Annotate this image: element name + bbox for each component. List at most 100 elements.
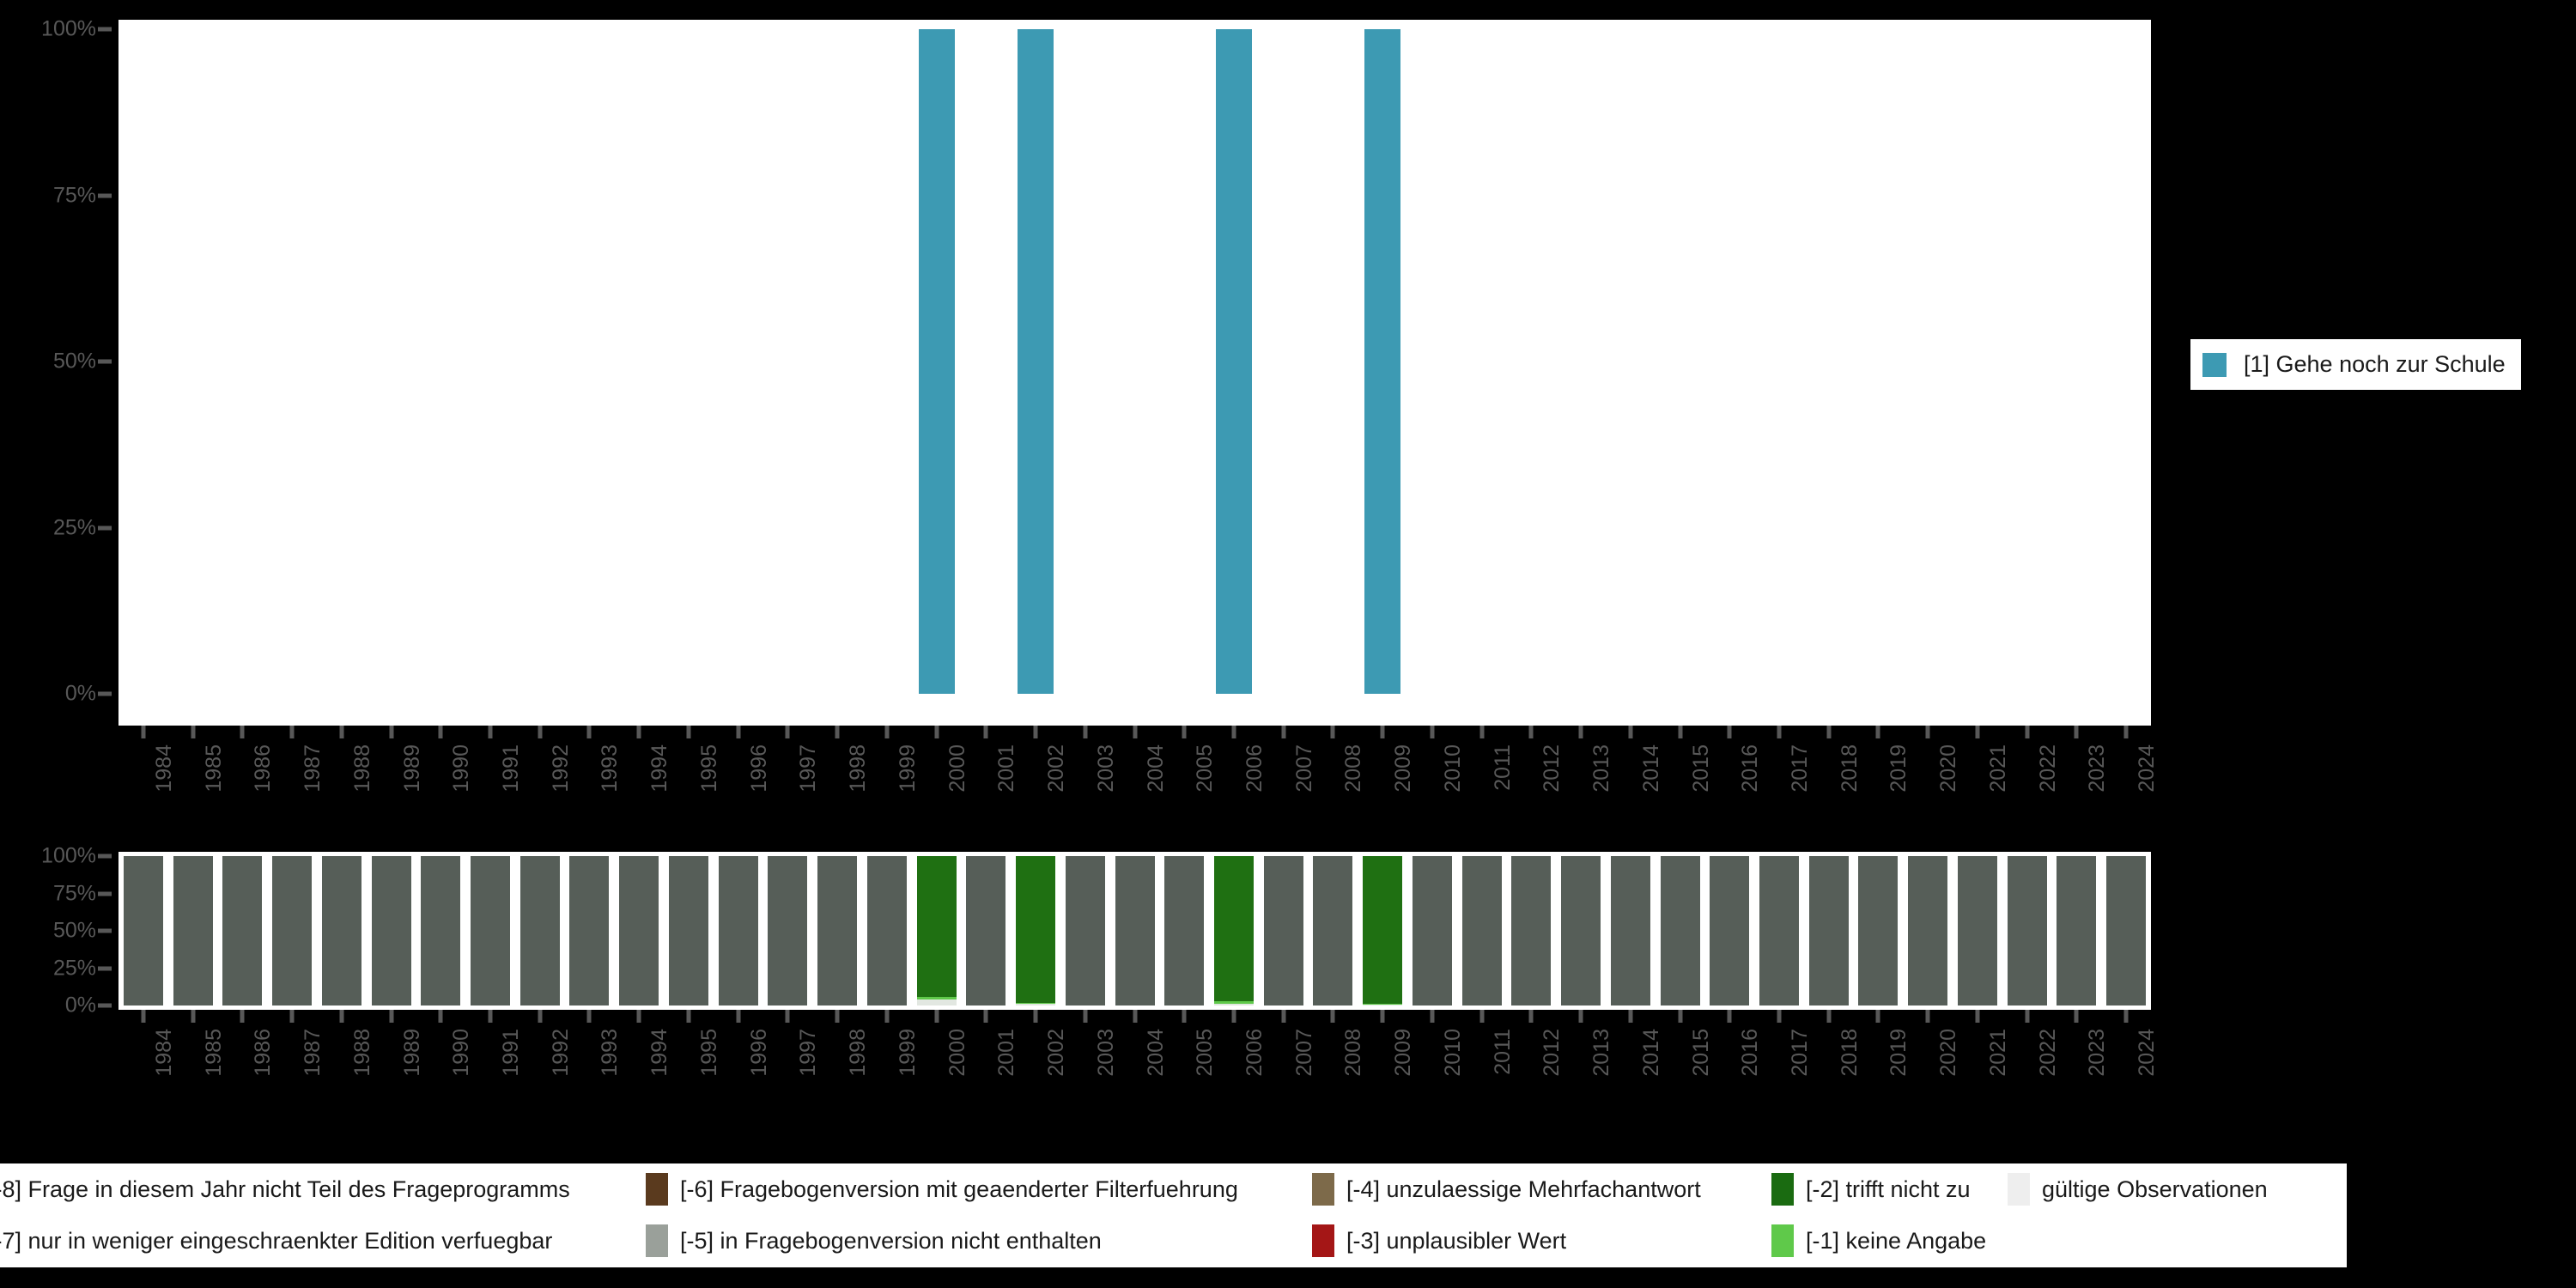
meta-x-axis-tick-label: 2015 [1688,1029,1713,1077]
meta-bar-segment [1313,856,1353,1005]
meta-bar-segment [1363,1004,1403,1005]
meta-x-axis-tick-label: 1999 [895,1029,920,1077]
x-axis-tick-mark [1033,726,1038,738]
meta-x-axis-tick-mark [538,1010,543,1023]
x-axis-tick-mark [1133,726,1137,738]
meta-x-axis-tick-mark [1528,1010,1534,1023]
meta-y-axis-tick-label: 100% [41,843,96,868]
x-axis-tick-mark [1925,726,1930,738]
x-axis-tick-label: 1993 [598,744,623,793]
x-axis-tick-label: 2004 [1143,744,1168,793]
x-axis-tick-label: 2021 [1985,744,2010,793]
meta-chart-bar [1957,856,1997,1005]
meta-x-axis-tick-label: 2023 [2085,1029,2110,1077]
meta-x-axis-tick-mark [339,1010,344,1023]
meta-chart-x-axis: 1984 1985 1986 1987 1988 1989 1990 1991 1992 1993… [118,1010,2159,1147]
meta-chart-bar [470,856,510,1005]
x-axis-tick-label: 2017 [1788,744,1812,793]
meta-x-axis-tick-label: 2017 [1788,1029,1812,1077]
x-axis-tick-mark [835,726,840,738]
meta-y-axis-tick-mark [98,928,112,933]
meta-chart-bar [1263,856,1303,1005]
legend-item-label: [1] Gehe noch zur Schule [2244,351,2506,377]
x-axis-tick-mark [538,726,543,738]
x-axis-tick-mark [141,726,146,738]
meta-x-axis-tick-mark [1430,1010,1435,1023]
x-axis-tick-label: 2002 [1044,744,1069,793]
x-axis-tick-mark [1380,726,1385,738]
meta-chart-bar [1461,856,1502,1005]
meta-x-axis-tick-label: 1998 [846,1029,871,1077]
main-chart-x-axis: 1984 1985 1986 1987 1988 1989 1990 1991 1992 1993… [118,726,2159,841]
meta-chart-bar [1908,856,1948,1005]
meta-x-axis-tick-label: 2022 [2035,1029,2060,1077]
x-axis-tick-mark [636,726,641,738]
meta-chart-bar [272,856,313,1005]
x-axis-tick-label: 2022 [2035,744,2060,793]
main-chart-plot-area [118,20,2151,726]
meta-x-axis-tick-mark [240,1010,245,1023]
meta-bar-segment [1263,856,1303,1005]
meta-bar-segment [1412,856,1452,1005]
meta-x-axis-tick-label: 1993 [598,1029,623,1077]
meta-x-axis-tick-label: 2020 [1936,1029,1961,1077]
y-axis-tick-mark [98,691,112,696]
meta-legend-color-swatch-icon [1312,1224,1334,1257]
meta-bar-segment [1213,1000,1254,1005]
x-axis-tick-label: 2019 [1886,744,1911,793]
meta-x-axis-tick-label: 1990 [449,1029,474,1077]
x-axis-tick-label: 1989 [399,744,424,793]
meta-chart-bar [569,856,610,1005]
meta-bar-segment [966,856,1006,1005]
meta-chart-bar [1808,856,1849,1005]
meta-x-axis-tick-mark [289,1010,295,1023]
meta-bar-segment [668,856,708,1005]
meta-x-axis-tick-label: 2021 [1985,1029,2010,1077]
meta-bar-segment [569,856,610,1005]
meta-x-axis-tick-label: 2001 [994,1029,1019,1077]
meta-chart-bar [371,856,411,1005]
x-axis-tick-mark [438,726,443,738]
meta-x-axis-tick-mark [1727,1010,1732,1023]
meta-bar-segment [1213,1004,1254,1005]
meta-x-axis-tick-mark [934,1010,939,1023]
meta-x-axis-tick-label: 2009 [1391,1029,1416,1077]
meta-x-axis-tick-mark [1678,1010,1683,1023]
meta-x-axis-tick-label: 2006 [1242,1029,1267,1077]
x-axis-tick-mark [736,726,741,738]
meta-x-axis-tick-label: 2005 [1193,1029,1218,1077]
meta-legend-item-label: [-4] unzulaessige Mehrfachantwort [1346,1176,1701,1202]
meta-x-axis-tick-mark [1133,1010,1137,1023]
x-axis-tick-label: 2007 [1291,744,1316,793]
meta-chart-bar [321,856,361,1005]
meta-x-axis-tick-mark [488,1010,493,1023]
meta-bar-segment [1660,856,1700,1005]
meta-legend-item-label: [-3] unplausibler Wert [1346,1227,1567,1254]
meta-chart-bar [421,856,461,1005]
x-axis-tick-mark [1479,726,1485,738]
meta-chart-bar [222,856,263,1005]
meta-bar-segment [371,856,411,1005]
meta-chart-bar [2057,856,2097,1005]
meta-x-axis-tick-mark [1479,1010,1485,1023]
meta-y-axis-tick-mark [98,854,112,859]
meta-chart-bar [1213,856,1254,1005]
main-chart: 100% 75% 50% 25% 0% 1984 1985 1986 1987 1988 1989… [41,17,2159,841]
x-axis-tick-label: 2015 [1688,744,1713,793]
meta-chart-bar [1858,856,1899,1005]
main-chart-bar [1018,29,1054,694]
meta-chart-plot-area [118,852,2151,1010]
legend-color-swatch-icon [2202,352,2227,377]
x-axis-tick-label: 2024 [2135,744,2160,793]
x-axis-tick-mark [1430,726,1435,738]
meta-x-axis-tick-mark [1083,1010,1088,1023]
x-axis-tick-label: 1998 [846,744,871,793]
meta-chart-bar [619,856,659,1005]
meta-chart-bar [718,856,758,1005]
meta-x-axis-tick-mark [2074,1010,2079,1023]
x-axis-tick-mark [2074,726,2079,738]
meta-x-axis-tick-mark [983,1010,988,1023]
x-axis-tick-mark [1628,726,1633,738]
x-axis-tick-mark [1231,726,1236,738]
x-axis-tick-mark [884,726,890,738]
